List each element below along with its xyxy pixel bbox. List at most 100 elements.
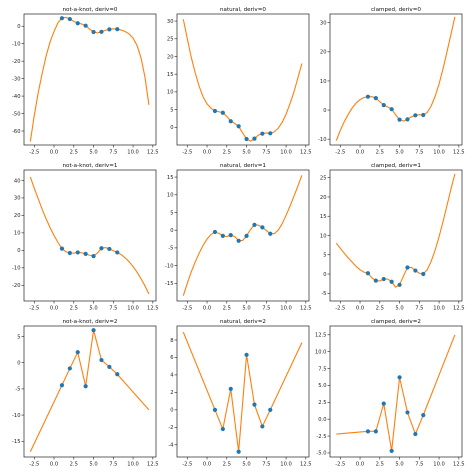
data-point <box>75 350 80 355</box>
data-point <box>115 372 120 377</box>
data-point <box>397 117 402 122</box>
x-tick-label: -2.5 <box>335 462 345 468</box>
data-point <box>220 233 225 238</box>
data-point <box>67 250 72 256</box>
subplot-3: clamped, deriv=0 -2.5 0.0 2.5 5.0 7.5 10.0 12.5… <box>318 7 465 156</box>
axes-frame <box>176 169 310 302</box>
x-tick-label: 7.5 <box>109 462 117 468</box>
x-tick-label: 10.0 <box>127 462 139 468</box>
x-tick-label: 10.0 <box>280 462 292 468</box>
y-tick-label: 10 <box>167 90 174 96</box>
y-tick-label: -2.5 <box>316 434 326 440</box>
y-tick-label: -5 <box>168 246 173 252</box>
y-tick-label: -10 <box>318 137 326 143</box>
x-tick-label: 12.5 <box>147 462 159 468</box>
y-tick-label: 6 <box>170 355 173 361</box>
x-tick-label: -2.5 <box>182 462 192 468</box>
data-point <box>212 229 218 235</box>
subplot-title: not-a-knot, deriv=1 <box>63 163 118 169</box>
data-point <box>91 29 96 35</box>
x-tick-label: 0.0 <box>203 306 211 312</box>
data-point <box>413 431 418 437</box>
y-tick-label: 20 <box>320 50 327 56</box>
x-tick-label: 7.5 <box>262 462 270 468</box>
data-point <box>244 352 249 357</box>
y-tick-label: 0 <box>170 125 173 131</box>
x-tick-label: 5.0 <box>89 150 97 156</box>
y-tick-label: 5 <box>170 107 173 113</box>
axes-frame <box>176 325 310 458</box>
data-point <box>83 251 88 256</box>
subplot-title: natural, deriv=2 <box>220 319 266 325</box>
data-point <box>413 268 418 273</box>
x-tick-label: -2.5 <box>335 150 345 156</box>
data-point <box>59 383 65 388</box>
data-point <box>236 238 241 243</box>
data-point <box>268 407 273 412</box>
subplot-8: natural, deriv=2 -2.5 0.0 2.5 5.0 7.5 10.0 12.5… <box>168 319 311 468</box>
spline-curve <box>335 16 456 141</box>
data-point <box>83 384 88 389</box>
data-point <box>252 136 257 141</box>
axes-frame <box>176 13 310 146</box>
y-tick-label: -10 <box>12 413 20 419</box>
y-tick-label: 0 <box>17 360 20 366</box>
y-tick-label: -60 <box>12 129 20 135</box>
x-tick-label: 5.0 <box>89 462 97 468</box>
data-point <box>413 113 418 118</box>
axes-frame <box>23 169 157 302</box>
spline-curve <box>182 19 303 142</box>
y-tick-label: 0 <box>323 272 326 278</box>
data-point <box>67 366 72 371</box>
y-tick-label: 20 <box>167 54 174 60</box>
x-tick-label: 5.0 <box>395 306 403 312</box>
x-tick-label: -2.5 <box>335 306 345 312</box>
data-point <box>365 94 371 99</box>
data-point <box>381 401 386 406</box>
subplot-1: not-a-knot, deriv=0 -2.5 0.0 2.5 5.0 7.5 10.0 1… <box>12 7 159 156</box>
subplot-9: clamped, deriv=2 -2.5 0.0 2.5 5.0 7.5 10.0 12.5… <box>315 319 465 468</box>
x-tick-label: 7.5 <box>109 306 117 312</box>
y-tick-label: 8 <box>170 338 173 344</box>
data-point <box>75 250 80 255</box>
x-tick-label: 10.0 <box>433 462 445 468</box>
y-tick-label: -5 <box>15 387 20 393</box>
y-tick-label: 25 <box>167 37 174 43</box>
data-point <box>75 21 80 26</box>
data-point <box>268 231 273 236</box>
x-tick-label: 2.5 <box>376 462 384 468</box>
x-tick-label: 7.5 <box>262 306 270 312</box>
x-tick-label: 12.5 <box>300 462 312 468</box>
x-tick-label: 2.5 <box>223 462 231 468</box>
data-point <box>212 108 218 114</box>
data-point <box>244 233 249 238</box>
x-tick-label: 12.5 <box>453 150 465 156</box>
y-tick-label: 20 <box>14 213 21 219</box>
y-tick-label: -15 <box>165 281 173 287</box>
data-point <box>252 402 257 407</box>
y-tick-label: -30 <box>12 76 20 82</box>
data-point <box>228 233 233 238</box>
subplot-6: clamped, deriv=1 -2.5 0.0 2.5 5.0 7.5 10.0 12.5… <box>320 163 465 312</box>
y-tick-label: -15 <box>12 439 20 445</box>
x-tick-label: 2.5 <box>70 150 78 156</box>
y-tick-label: -40 <box>12 94 20 100</box>
data-point <box>59 16 65 21</box>
data-point <box>228 119 233 124</box>
data-point <box>421 112 426 118</box>
data-point <box>91 328 96 333</box>
y-tick-label: 2 <box>170 390 173 396</box>
data-point <box>381 276 386 282</box>
data-point <box>107 364 112 369</box>
data-point <box>260 225 265 230</box>
x-tick-label: -2.5 <box>29 150 39 156</box>
data-point <box>405 410 410 415</box>
data-point <box>91 254 96 259</box>
data-point <box>244 136 249 142</box>
data-point <box>252 222 257 227</box>
data-point <box>373 429 378 434</box>
x-tick-label: 10.0 <box>433 150 445 156</box>
x-tick-label: 10.0 <box>280 150 292 156</box>
y-tick-label: -10 <box>12 41 20 47</box>
